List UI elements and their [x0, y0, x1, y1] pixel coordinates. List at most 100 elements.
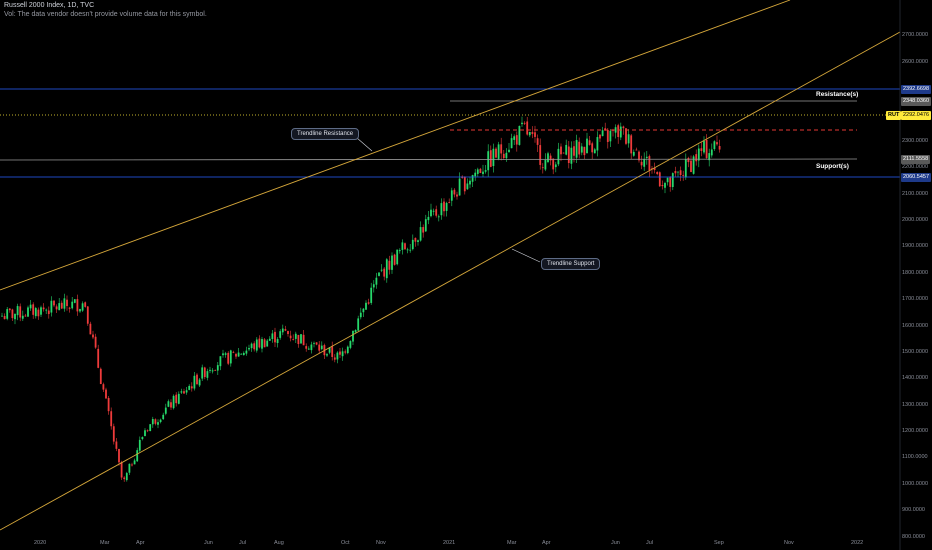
trendline-resistance-callout[interactable]: Trendline Resistance	[291, 128, 360, 140]
candle-body	[632, 151, 635, 156]
candle-body	[573, 146, 575, 156]
candle-body	[469, 180, 471, 185]
price-tick-label: 1700.0000	[902, 296, 928, 303]
candle-body	[523, 122, 526, 124]
candle-body	[73, 299, 76, 303]
candle-body	[211, 370, 214, 372]
candle-body	[144, 430, 146, 437]
trendline-support[interactable]	[0, 31, 901, 531]
candle-body	[362, 308, 365, 313]
candle-body	[320, 345, 323, 350]
candle-body	[8, 308, 11, 311]
candle-body	[482, 171, 484, 175]
candle-body	[604, 128, 607, 130]
chart-drawings[interactable]	[0, 0, 901, 550]
candle-body	[443, 201, 445, 212]
candle-body	[242, 352, 245, 356]
candle-body	[653, 167, 656, 171]
price-tick-label: 2600.0000	[902, 58, 928, 65]
candle-body	[164, 407, 167, 414]
candle-body	[344, 351, 347, 353]
candle-body	[141, 437, 144, 440]
candle-body	[63, 298, 66, 309]
candle-body	[232, 351, 235, 353]
candle-body	[466, 183, 469, 190]
candle-body	[432, 210, 435, 212]
candle-body	[66, 299, 68, 307]
candle-body	[367, 302, 370, 304]
candle-body	[185, 390, 188, 393]
candle-body	[567, 146, 570, 164]
candle-body	[214, 369, 217, 371]
candle-body	[419, 227, 422, 241]
candle-body	[97, 348, 100, 368]
candle-body	[203, 367, 206, 378]
time-tick-label: Apr	[542, 540, 551, 546]
candle-body	[261, 339, 263, 349]
symbol-tag: RUT	[886, 111, 902, 120]
price-tick-label: 2200.0000	[902, 164, 928, 171]
candle-body	[705, 139, 708, 159]
candle-body	[690, 160, 692, 172]
resistance-label[interactable]: Resistance(s)	[816, 91, 859, 98]
candle-body	[357, 318, 360, 331]
time-tick-label: 2020	[34, 540, 47, 546]
candle-body	[635, 149, 638, 151]
candle-body	[674, 170, 677, 174]
candle-body	[276, 339, 279, 344]
candle-body	[658, 172, 661, 187]
candle-body	[476, 169, 479, 174]
candle-body	[177, 393, 180, 404]
trendline-resistance[interactable]	[0, 0, 791, 291]
candle-body	[305, 346, 308, 349]
candle-body	[580, 146, 583, 153]
candle-body	[378, 272, 380, 276]
candle-body	[183, 391, 185, 394]
candle-body	[552, 158, 555, 170]
candle-body	[131, 464, 133, 466]
candle-body	[513, 136, 516, 140]
candle-body	[266, 340, 269, 347]
candle-body	[393, 254, 396, 265]
candle-body	[328, 347, 331, 353]
candle-body	[565, 144, 568, 155]
candle-body	[21, 315, 24, 319]
candle-body	[562, 152, 565, 154]
trendline-support-callout[interactable]: Trendline Support	[541, 258, 601, 270]
support-line[interactable]	[0, 158, 858, 161]
candle-body	[518, 125, 521, 145]
support-label[interactable]: Support(s)	[816, 163, 849, 170]
candle-body	[310, 344, 313, 351]
candle-body	[268, 338, 271, 341]
candle-body	[440, 203, 443, 216]
time-tick-label: Oct	[341, 540, 350, 546]
candle-body	[146, 430, 149, 432]
candle-body	[385, 259, 388, 279]
candle-body	[718, 145, 721, 150]
upper-blue-price-tag: 2392.6698	[901, 85, 931, 94]
candle-body	[492, 148, 495, 167]
time-tick-label: Nov	[784, 540, 794, 546]
candle-body	[281, 328, 284, 333]
candle-body	[136, 450, 139, 462]
candle-body	[354, 330, 357, 333]
lower-blue-price-tag: 2060.5457	[901, 173, 931, 182]
candle-body	[151, 419, 154, 425]
time-tick-label: 2022	[851, 540, 864, 546]
candle-body	[396, 249, 399, 265]
candle-body	[157, 422, 159, 425]
callout-pointer-resistance	[356, 137, 373, 152]
candle-body	[617, 125, 620, 137]
candle-body	[81, 303, 84, 311]
candle-body	[541, 167, 544, 169]
candle-body	[388, 260, 391, 270]
price-tick-label: 1000.0000	[902, 480, 928, 487]
candle-body	[115, 441, 118, 449]
candle-body	[417, 240, 419, 243]
candle-body	[710, 149, 713, 156]
candle-body	[112, 426, 115, 442]
candle-body	[19, 306, 22, 318]
candle-body	[55, 306, 58, 310]
candle-body	[601, 130, 604, 137]
